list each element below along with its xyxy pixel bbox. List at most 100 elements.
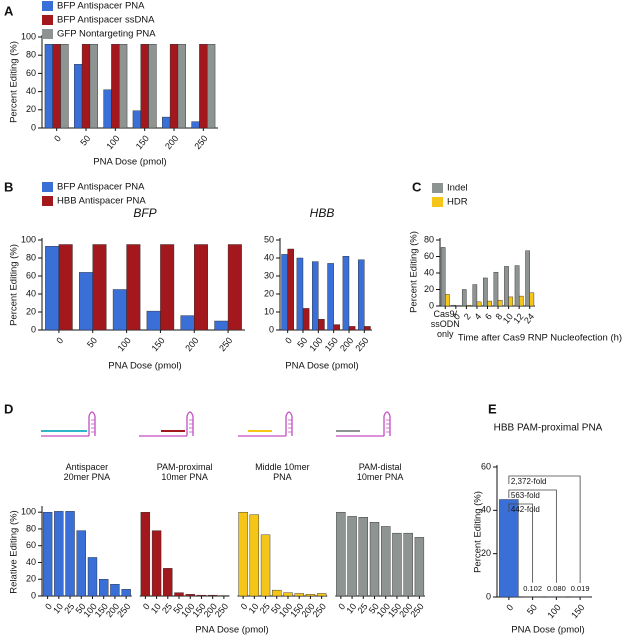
y-axis-label: Relative Editing (%) — [9, 510, 20, 593]
y-tick-label: 20 — [424, 284, 434, 294]
bar — [180, 315, 195, 331]
bar — [392, 532, 402, 597]
bar — [312, 261, 319, 331]
bar — [316, 593, 327, 597]
bar — [342, 256, 350, 331]
bar — [89, 44, 98, 129]
y-tick-label: 40 — [264, 252, 274, 262]
bar — [92, 244, 107, 331]
y-tick-label: 60 — [424, 251, 434, 261]
bar — [52, 44, 61, 129]
bar — [65, 511, 75, 597]
x-tick-label-box: Cas9/ ssODN only — [431, 309, 460, 339]
bar — [504, 266, 509, 307]
y-tick-label: 0 — [269, 324, 274, 334]
group-label-box: PAM-distal 10mer PNA — [357, 462, 404, 482]
bar — [146, 310, 161, 331]
y-tick-label: 80 — [26, 50, 36, 60]
value-label: 0.102 — [523, 584, 542, 593]
y-axis-label: Percent Editing (%) — [9, 244, 20, 326]
bar — [74, 64, 83, 129]
annotation: 442-fold — [511, 505, 540, 514]
bar — [525, 250, 530, 307]
x-tick-label: 12 — [511, 311, 525, 325]
bar — [305, 594, 316, 597]
y-tick-label: 60 — [481, 461, 491, 471]
bar — [160, 244, 175, 331]
bar — [451, 304, 457, 307]
bar — [103, 89, 112, 129]
x-tick-label: 100 — [116, 335, 133, 353]
y-tick-label: 40 — [481, 505, 491, 515]
legend-swatch — [42, 15, 53, 25]
group-label-box: PAM-proximal 10mer PNA — [156, 462, 213, 482]
bar — [348, 326, 356, 331]
x-tick-label: 10 — [149, 601, 163, 615]
x-axis-label: PNA Dose (pmol) — [93, 157, 166, 168]
x-tick-label: 0 — [43, 601, 54, 611]
y-tick-label: 20 — [264, 288, 274, 298]
y-tick-label: 10 — [264, 306, 274, 316]
bar — [110, 584, 120, 597]
x-tick-label: 25 — [356, 601, 370, 615]
x-tick-label: 0 — [52, 133, 63, 143]
x-tick-label: 25 — [62, 601, 76, 615]
bar — [45, 246, 60, 331]
legend-swatch — [432, 183, 443, 193]
x-tick-label: 0 — [239, 601, 250, 611]
panel-letter: E — [488, 401, 497, 416]
x-tick-label: 100 — [307, 335, 324, 353]
bar — [302, 308, 310, 331]
x-tick-label: 50 — [269, 601, 283, 615]
y-tick-label: 20 — [26, 574, 36, 584]
group-label-box: Middle 10mer PNA — [255, 462, 310, 482]
y-tick-label: 40 — [424, 267, 434, 277]
group-label: PAM-proximal 10mer PNA — [156, 462, 213, 482]
x-tick-label: 200 — [163, 133, 180, 151]
x-axis-label: PNA Dose (pmol) — [285, 361, 358, 372]
bar — [281, 254, 288, 331]
bar — [272, 589, 282, 597]
bar — [58, 244, 73, 331]
x-tick-label: 200 — [338, 335, 355, 353]
bar — [508, 296, 514, 307]
bar — [381, 526, 391, 597]
bracket — [508, 489, 557, 583]
x-tick-label: 24 — [522, 311, 536, 325]
legend-swatch — [42, 1, 53, 11]
y-tick-label: 0 — [31, 122, 36, 132]
bar — [185, 594, 195, 597]
bar — [174, 592, 184, 597]
bar — [347, 516, 357, 597]
bar — [81, 44, 91, 129]
x-tick-label: 150 — [569, 602, 586, 620]
panel-letter: C — [412, 179, 422, 194]
legend-swatch — [42, 29, 53, 39]
y-tick-label: 100 — [21, 234, 36, 244]
x-tick-label: 0 — [54, 335, 65, 345]
bar — [163, 568, 173, 597]
x-tick-label: 10 — [501, 311, 515, 325]
bar — [194, 244, 208, 331]
bar — [364, 326, 371, 331]
bar — [483, 277, 488, 307]
y-tick-label: 20 — [26, 104, 36, 114]
bar — [472, 284, 478, 307]
bar — [42, 511, 53, 597]
bar — [440, 247, 446, 307]
x-tick-label: 150 — [149, 335, 166, 353]
bar — [199, 44, 208, 129]
chart-title: BFP — [133, 206, 156, 220]
x-tick-label: 250 — [213, 601, 230, 619]
y-tick-label: 20 — [26, 306, 36, 316]
bar — [287, 248, 294, 331]
bar — [466, 304, 471, 307]
x-tick-label: 0 — [336, 601, 347, 611]
legend-swatch — [42, 182, 53, 192]
y-tick-label: 60 — [26, 540, 36, 550]
bar — [294, 593, 304, 597]
x-tick-label: 100 — [104, 133, 121, 151]
y-tick-label: 0 — [486, 591, 491, 601]
bar — [336, 511, 346, 597]
